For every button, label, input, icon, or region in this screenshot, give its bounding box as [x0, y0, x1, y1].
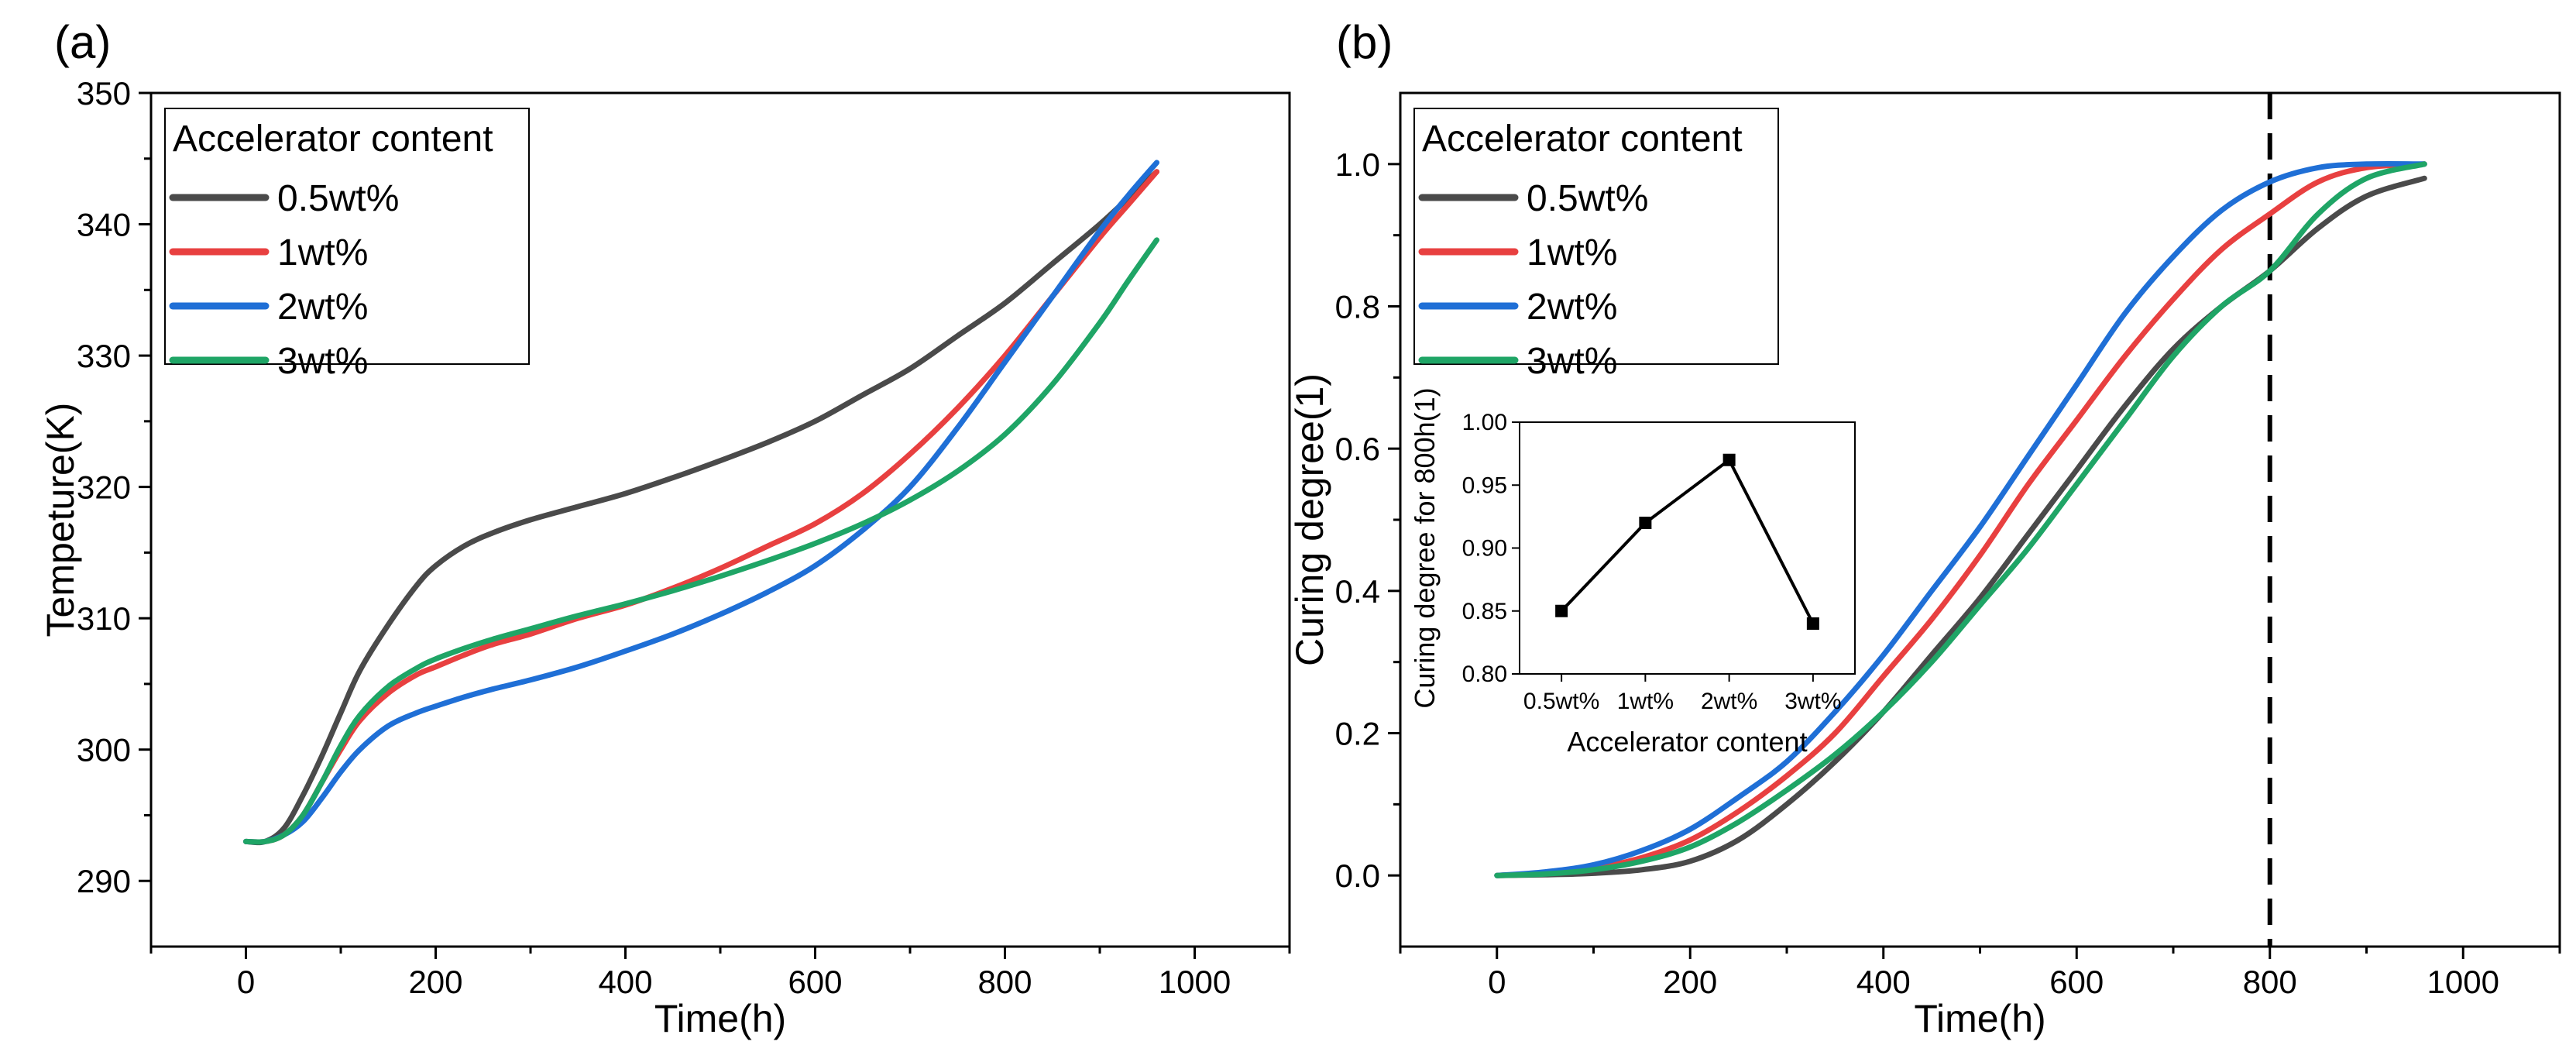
inset-point-2wt%	[1722, 453, 1736, 466]
panel-b-legend-box	[1413, 108, 1779, 365]
panel-b-x-tick-label: 1000	[2427, 964, 2499, 1000]
panel-b-legend-label: 1wt%	[1527, 232, 1617, 273]
inset-y-tick-label: 0.95	[1462, 473, 1507, 498]
panel-a-legend-label: 0.5wt%	[277, 178, 399, 219]
panel-b-legend-label: 2wt%	[1527, 287, 1617, 328]
panel-b-x-axis-label: Time(h)	[1914, 997, 2045, 1040]
panel-b-series-line-3wt%	[1494, 161, 2427, 878]
panel-b-x-tick-label: 600	[2049, 964, 2104, 1000]
inset-point-3wt%	[1806, 617, 1819, 630]
panel-a-y-tick-label: 330	[77, 338, 131, 374]
panel-b-y-axis-label: Curing degree(1)	[1288, 373, 1331, 666]
panel-b-y-tick-label: 0.6	[1335, 431, 1380, 467]
panel-b-y-tick-label: 0.0	[1335, 858, 1380, 894]
panel-b-label: (b)	[1336, 16, 1393, 68]
inset-y-tick-label: 0.85	[1462, 599, 1507, 624]
chart-inset: 0.80 0.85 0.90 0.95 1.00 0.5wt% 1wt% 2wt% 3wt% Ac…	[1409, 387, 1856, 758]
chart-a: 0 200 400 600 800 1000 290 300 310 320 330 340 350 Ti…	[39, 75, 1291, 1040]
panel-a-series-line-3wt%	[243, 237, 1159, 845]
inset-point-1wt%	[1639, 517, 1652, 529]
chart-b: 0 200 400 600 800 1000 0.0 0.2 0.4 0.6 0.8 1.0 Time(…	[1288, 91, 2561, 1040]
panel-b-y-tick-label: 0.4	[1335, 573, 1380, 610]
panel-a-y-tick-label: 300	[77, 732, 131, 768]
panel-b-legend-label: 3wt%	[1527, 341, 1617, 382]
panel-b-series-line-2wt%	[1494, 160, 2427, 878]
panel-a-legend-label: 1wt%	[277, 232, 368, 273]
panel-b-x-tick-label: 200	[1663, 964, 1717, 1000]
panel-a-y-tick-label: 350	[77, 75, 131, 112]
panel-a-y-axis-label: Tempeture(K)	[39, 403, 82, 638]
panel-a-y-tick-label: 340	[77, 207, 131, 243]
panel-a-y-tick-label: 290	[77, 863, 131, 899]
panel-a-series-line-2wt%	[243, 160, 1159, 845]
panel-b-x-tick-label: 800	[2243, 964, 2297, 1000]
panel-a-y-tick-label: 310	[77, 600, 131, 637]
inset-plot-frame	[1519, 421, 1856, 675]
inset-x-axis-label: Accelerator content	[1567, 726, 1807, 758]
inset-y-tick-label: 0.80	[1462, 662, 1507, 687]
inset-x-tick-label: 3wt%	[1784, 689, 1841, 714]
panel-b-legend-label: 0.5wt%	[1527, 178, 1648, 219]
panel-b-y-tick-label: 0.2	[1335, 716, 1380, 752]
panel-b-x-tick-label: 0	[1488, 964, 1506, 1000]
panel-a-x-tick-label: 400	[598, 964, 652, 1000]
panel-a-y-tick-label: 320	[77, 469, 131, 506]
panel-a-x-tick-label: 1000	[1159, 964, 1231, 1000]
panel-b-series-line-1wt%	[1494, 161, 2427, 878]
inset-y-tick-label: 1.00	[1462, 410, 1507, 435]
inset-x-tick-label: 2wt%	[1701, 689, 1757, 714]
inset-y-tick-label: 0.90	[1462, 536, 1507, 562]
panel-a-label: (a)	[54, 16, 111, 68]
inset-x-tick-label: 0.5wt%	[1523, 689, 1599, 714]
panel-a-legend-label: 2wt%	[277, 287, 368, 328]
panel-a-x-axis-label: Time(h)	[654, 997, 786, 1040]
panel-a-x-tick-label: 0	[237, 964, 255, 1000]
panel-b-x-tick-label: 400	[1856, 964, 1911, 1000]
panel-a-legend-box	[164, 108, 530, 365]
inset-y-axis-label: Curing degree for 800h(1)	[1409, 387, 1441, 708]
panel-a-series-line-0.5wt%	[243, 169, 1159, 846]
panel-a-x-tick-label: 600	[788, 964, 842, 1000]
panel-a-legend-title: Accelerator content	[173, 119, 493, 160]
inset-x-tick-label: 1wt%	[1617, 689, 1674, 714]
panel-b-legend-title: Accelerator content	[1422, 119, 1743, 160]
panel-a-x-tick-label: 800	[977, 964, 1032, 1000]
panel-b-y-tick-label: 0.8	[1335, 289, 1380, 325]
inset-point-0.5wt%	[1555, 604, 1568, 617]
panel-b-y-tick-label: 1.0	[1335, 146, 1380, 183]
panel-a-legend-label: 3wt%	[277, 341, 368, 382]
inset-series-line	[1560, 457, 1815, 624]
panel-a-x-tick-label: 200	[408, 964, 462, 1000]
